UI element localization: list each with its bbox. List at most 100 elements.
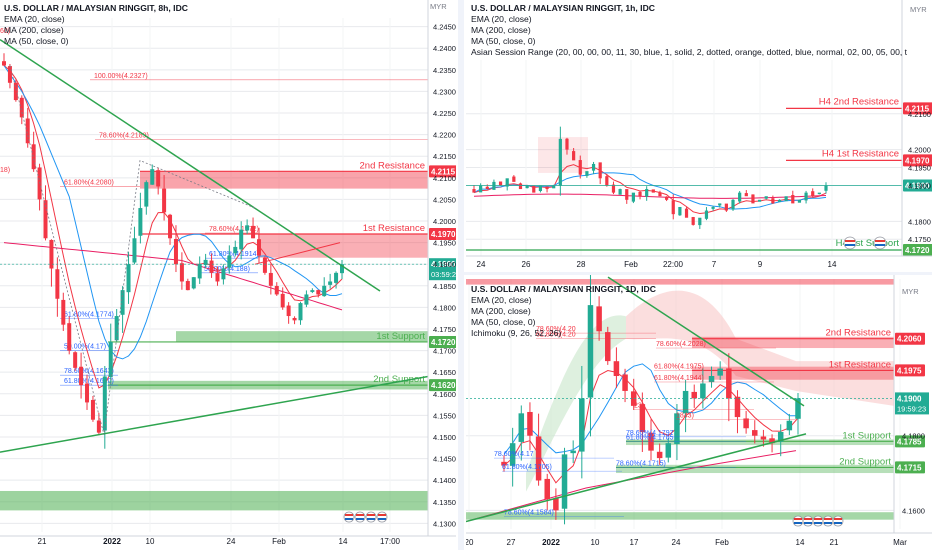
ema-line (473, 164, 827, 215)
candle-candle (227, 255, 232, 268)
flag-us-icon (875, 240, 885, 242)
level-label: 1st Support (842, 430, 891, 441)
x-tick-label: 24 (227, 537, 236, 546)
indicator-ema[interactable]: EMA (20, close) (471, 295, 532, 305)
indicator-ma50[interactable]: MA (50, close, 0) (471, 317, 536, 327)
level-label: H4 1st Support (836, 238, 900, 249)
x-tick-label: 21 (38, 537, 47, 546)
level-price-bg (429, 379, 456, 392)
x-tick-label: 7 (712, 260, 717, 269)
y-tick-label: 4.2400 (433, 44, 456, 53)
y-tick-label: 4.1950 (433, 239, 456, 248)
indicator-ichimoku[interactable]: Ichimoku (9, 26, 52, 26) (471, 328, 562, 338)
flag-us-icon (873, 236, 887, 250)
y-tick-label: 4.1350 (433, 498, 456, 507)
level-price: 4.1970 (905, 156, 930, 165)
ema-line (3, 65, 343, 389)
chart-1d-header: U.S. DOLLAR / MALAYSIAN RINGGIT, 1D, IDC… (471, 284, 656, 339)
candle-candle (298, 303, 303, 321)
indicator-ma50[interactable]: MA (50, close, 0) (471, 36, 536, 46)
candle-candle (724, 203, 728, 211)
level-price-bg (429, 227, 456, 240)
countdown: 03:59:23 (431, 270, 456, 279)
chart-1d-svg: 2nd Resistance 4.2060 1st Resistance 4.1975… (466, 275, 932, 547)
fib-label: 61.80%(4.1620) (64, 378, 114, 385)
last-price: 4.1900 (431, 260, 456, 269)
candle-candle (472, 189, 476, 193)
level-label: H4 1st Resistance (822, 148, 899, 159)
indicator-ema[interactable]: EMA (20, close) (4, 14, 65, 24)
trendline-down (0, 38, 381, 292)
candle-candle (501, 461, 507, 466)
y-tick-label: 4.1900 (908, 181, 931, 190)
x-tick-label: 17:00 (380, 537, 401, 546)
indicator-asian-session[interactable]: Asian Session Range (20, 00, 00, 00, 11,… (471, 47, 907, 57)
candle-candle (711, 206, 715, 209)
flag-us-icon (792, 515, 804, 527)
candle-candle (144, 182, 149, 207)
indicator-ma200[interactable]: MA (200, close) (471, 306, 531, 316)
candle-candle (316, 290, 321, 295)
candle-candle (256, 239, 261, 256)
y-tick-label: 4.1300 (433, 519, 456, 528)
x-tick-label: 10 (591, 538, 600, 547)
candle-candle (678, 206, 682, 216)
candle-candle (67, 323, 72, 351)
candle-candle (598, 162, 602, 179)
fib-label: 61.80%(4.1975) (654, 363, 704, 370)
candle-candle (558, 138, 562, 186)
trendline-up (0, 375, 429, 453)
panel-divider-horizontal[interactable] (464, 272, 932, 275)
y-tick-label: 4.1850 (433, 282, 456, 291)
chart-8h[interactable]: 100.00%(4.2327) 78.60%(4.2189) 61.80%(4.20… (0, 0, 456, 550)
edge-label: 18) (0, 167, 10, 174)
level-label: 1st Resistance (363, 223, 425, 234)
level-price-bg (903, 102, 932, 115)
candle-candle (2, 61, 6, 66)
candle-candle (535, 436, 542, 481)
candle-candle (304, 294, 309, 305)
indicator-ma50[interactable]: MA (50, close, 0) (4, 36, 69, 46)
level-label: 1st Resistance (829, 359, 891, 370)
x-tick-label: 14 (796, 538, 805, 547)
candle-candle (96, 420, 101, 433)
candle-candle (498, 181, 503, 186)
candle-candle (203, 259, 208, 266)
fib-label: 78.60%(4.2189) (99, 132, 149, 139)
chart-1h[interactable]: H4 2nd Resistance 4.2115 H4 1st Resistance… (466, 0, 932, 272)
candle-candle (538, 185, 543, 192)
candle-candle (90, 399, 95, 420)
candle-candle (605, 176, 609, 186)
y-tick-label: 4.2100 (908, 110, 931, 119)
candle-candle (197, 264, 202, 279)
flag-us-icon (832, 515, 844, 527)
level-price: 4.2115 (431, 167, 456, 176)
level-label: 2nd Support (839, 456, 891, 467)
candle-candle (479, 185, 483, 193)
level-price: 4.1720 (905, 246, 930, 255)
x-tick-label: 27 (507, 538, 516, 547)
level-label: 2nd Support (373, 374, 425, 385)
candle-candle (704, 210, 709, 219)
candle-candle (684, 208, 689, 218)
flag-us-icon (365, 511, 377, 523)
fib-label: 78.60%(4.1643) (64, 368, 114, 375)
candle-candle (718, 203, 722, 206)
panel-divider-vertical[interactable] (458, 0, 464, 550)
indicator-ema[interactable]: EMA (20, close) (471, 14, 532, 24)
flag-us-icon (812, 515, 824, 527)
candle-candle (743, 418, 749, 429)
candle-candle (126, 264, 131, 293)
chart-1d[interactable]: 2nd Resistance 4.2060 1st Resistance 4.1975… (466, 275, 932, 550)
candle-candle (156, 170, 161, 187)
last-price-bg (895, 392, 929, 415)
indicator-ma200[interactable]: MA (200, close) (4, 25, 64, 35)
candle-candle (505, 178, 509, 187)
y-tick-label: 4.1800 (908, 217, 931, 226)
flag-us-icon (804, 518, 812, 520)
indicator-ma200[interactable]: MA (200, close) (471, 25, 531, 35)
candle-candle (769, 438, 775, 444)
candle-candle (578, 160, 582, 175)
candle-candle (708, 376, 715, 383)
candle-candle (811, 191, 815, 197)
